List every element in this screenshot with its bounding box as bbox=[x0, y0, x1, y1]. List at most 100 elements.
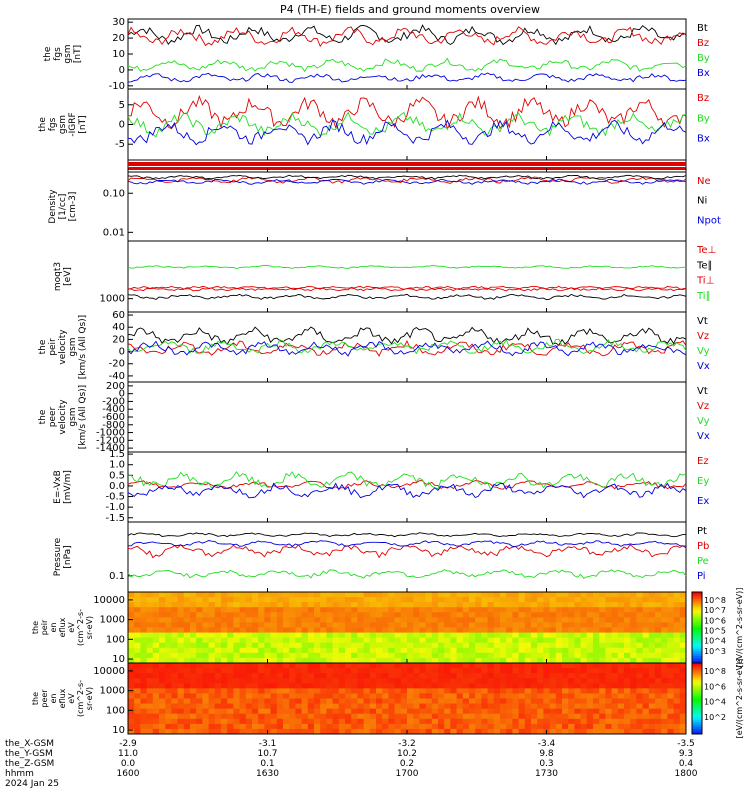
spectrogram-cell bbox=[648, 597, 656, 603]
spectrogram-cell bbox=[493, 688, 501, 694]
spectrogram-cell bbox=[369, 663, 377, 669]
spectrogram-cell bbox=[388, 642, 396, 649]
spectrogram-cell bbox=[400, 602, 408, 608]
spectrogram-cell bbox=[345, 673, 352, 679]
spectrogram-cell bbox=[307, 673, 315, 679]
spectrogram-cell bbox=[456, 607, 464, 613]
footer-row-label: hhmm bbox=[5, 769, 34, 779]
spectrogram-cell bbox=[531, 673, 538, 679]
spectrogram-cell bbox=[469, 627, 476, 634]
colorbar: 10^810^710^610^510^410^3 [eV/(cm^2-s-sr-e… bbox=[691, 588, 744, 667]
spectrogram-cell bbox=[568, 652, 575, 659]
spectrogram-cell bbox=[605, 668, 613, 674]
spectrogram-cell bbox=[586, 597, 594, 603]
spectrogram-cell bbox=[407, 683, 414, 689]
spectrogram-cell bbox=[128, 678, 135, 684]
ytick-label: 0.0 bbox=[109, 481, 125, 492]
spectrogram-cell bbox=[475, 637, 482, 644]
spectrogram-cell bbox=[376, 647, 383, 654]
spectrogram-cell bbox=[617, 728, 625, 735]
spectrogram-cell bbox=[611, 693, 619, 699]
spectrogram-cell bbox=[487, 657, 495, 664]
spectrogram-cell bbox=[413, 703, 420, 710]
spectrogram-cell bbox=[320, 637, 327, 644]
spectrogram-cell bbox=[388, 657, 396, 664]
spectrogram-cell bbox=[555, 723, 563, 730]
spectrogram-cell bbox=[183, 668, 191, 674]
spectrogram-cell bbox=[177, 683, 185, 689]
spectrogram-cell bbox=[214, 647, 222, 654]
spectrogram-cell bbox=[425, 607, 433, 613]
spectrogram-cell bbox=[202, 652, 210, 659]
spectrogram-cell bbox=[332, 678, 340, 684]
spectrogram-cell bbox=[599, 708, 606, 715]
spectrogram-cell bbox=[425, 602, 433, 608]
spectrogram-cell bbox=[450, 637, 458, 644]
spectrogram-cell bbox=[580, 663, 588, 669]
spectrogram-cell bbox=[345, 718, 352, 725]
spectrogram-cell bbox=[369, 642, 377, 649]
spectrogram-cell bbox=[543, 688, 551, 694]
spectrogram-cell bbox=[617, 698, 625, 705]
spectrogram-cell bbox=[363, 622, 371, 628]
spectrogram-cell bbox=[363, 698, 371, 705]
spectrogram-cell bbox=[611, 713, 619, 720]
spectrogram-cell bbox=[183, 592, 191, 598]
spectrogram-cell bbox=[140, 622, 148, 628]
spectrogram-cell bbox=[128, 698, 135, 705]
spectrogram-cell bbox=[630, 607, 637, 613]
spectrogram-cell bbox=[537, 597, 544, 603]
spectrogram-cell bbox=[605, 713, 613, 720]
spectrogram-cell bbox=[376, 637, 383, 644]
spectrogram-cell bbox=[537, 637, 544, 644]
spectrogram-cell bbox=[258, 673, 265, 679]
spectrogram-cell bbox=[369, 607, 377, 613]
spectrogram-cell bbox=[630, 592, 637, 598]
spectrogram-cell bbox=[425, 657, 433, 664]
spectrogram-cell bbox=[531, 713, 538, 720]
spectrogram-cell bbox=[599, 642, 606, 649]
spectrogram-cell bbox=[326, 607, 334, 613]
spectrogram-cell bbox=[345, 728, 352, 735]
spectrogram-cell bbox=[642, 652, 650, 659]
spectrogram-cell bbox=[543, 592, 551, 598]
ylabel-line: moqt3 bbox=[53, 262, 63, 291]
spectrogram-cell bbox=[444, 657, 451, 664]
spectrogram-cell bbox=[400, 663, 408, 669]
spectrogram-cell bbox=[655, 652, 662, 659]
spectrogram-cell bbox=[537, 592, 544, 598]
spectrogram-cell bbox=[642, 718, 650, 725]
spectrogram-cell bbox=[214, 703, 222, 710]
spectrogram-cell bbox=[239, 617, 247, 623]
ylabel-line: en bbox=[49, 623, 58, 633]
spectrogram-cell bbox=[655, 728, 662, 735]
spectrogram-cell bbox=[543, 642, 551, 649]
spectrogram-cell bbox=[171, 663, 179, 669]
spectrogram-cell bbox=[171, 642, 179, 649]
spectrogram-cell bbox=[332, 607, 340, 613]
spectrogram-cell bbox=[171, 652, 179, 659]
spectrogram-cell bbox=[258, 723, 265, 730]
spectrogram-cell bbox=[549, 728, 557, 735]
ytick-label: 30 bbox=[112, 17, 125, 28]
spectrogram-cell bbox=[667, 632, 675, 639]
spectrogram-cell bbox=[283, 698, 290, 705]
spectrogram-cell bbox=[332, 627, 340, 634]
spectrogram-cell bbox=[394, 713, 402, 720]
spectrogram-cell bbox=[245, 607, 253, 613]
colorbar-segment bbox=[692, 674, 702, 678]
colorbar-segment bbox=[692, 712, 702, 716]
spectrogram-cell bbox=[518, 683, 526, 689]
spectrogram-cell bbox=[165, 698, 172, 705]
spectrogram-cell bbox=[425, 663, 433, 669]
spectrogram-cell bbox=[363, 703, 371, 710]
legend-Ne: Ne bbox=[697, 176, 711, 187]
spectrogram-cell bbox=[128, 617, 135, 623]
spectrogram-cell bbox=[661, 678, 668, 684]
spectrogram-cell bbox=[642, 637, 650, 644]
spectrogram-cell bbox=[400, 683, 408, 689]
spectrogram-cell bbox=[196, 728, 203, 735]
spectrogram-cell bbox=[221, 652, 228, 659]
spectrogram-cell bbox=[624, 622, 631, 628]
spectrogram-cell bbox=[183, 698, 191, 705]
